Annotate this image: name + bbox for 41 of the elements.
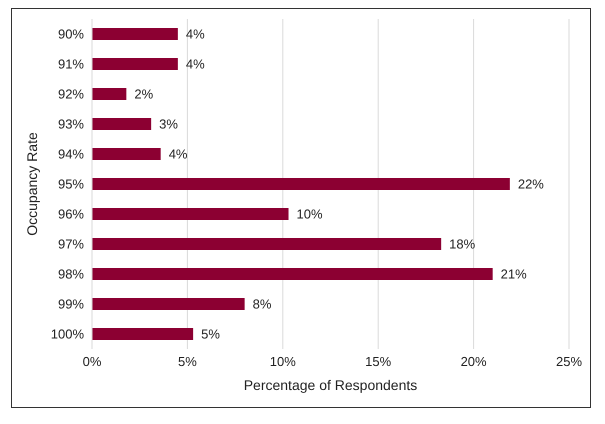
data-label: 3% xyxy=(159,116,178,132)
y-tick-label: 92% xyxy=(58,86,84,102)
bar xyxy=(92,178,510,190)
y-tick-label: 93% xyxy=(58,116,84,132)
bar xyxy=(92,208,289,220)
data-label: 2% xyxy=(134,86,154,102)
data-label: 4% xyxy=(186,56,206,72)
data-label: 10% xyxy=(296,206,323,222)
data-label: 5% xyxy=(201,326,220,342)
y-tick-label: 97% xyxy=(58,236,84,252)
data-label: 18% xyxy=(449,236,476,252)
x-tick-label: 0% xyxy=(82,354,102,370)
data-label: 22% xyxy=(518,176,544,192)
bar xyxy=(92,148,161,160)
data-label: 8% xyxy=(252,296,272,312)
x-tick-label: 25% xyxy=(556,354,582,370)
bar xyxy=(92,88,126,100)
bar xyxy=(92,118,152,130)
x-tick-label: 10% xyxy=(270,354,296,370)
y-tick-label: 91% xyxy=(58,56,84,72)
y-tick-label: 96% xyxy=(58,206,84,222)
y-axis-title: Occupancy Rate xyxy=(24,132,40,236)
bar xyxy=(92,328,194,340)
x-tick-label: 15% xyxy=(365,354,392,370)
bar xyxy=(92,238,442,250)
data-label: 21% xyxy=(500,266,528,282)
y-tick-label: 90% xyxy=(58,26,84,42)
y-tick-label: 94% xyxy=(58,146,84,162)
data-label: 4% xyxy=(186,26,206,42)
y-tick-label: 100% xyxy=(50,326,84,342)
x-tick-label: 20% xyxy=(460,354,488,370)
bar xyxy=(92,58,178,70)
bar xyxy=(92,298,245,310)
bar xyxy=(92,268,493,280)
y-tick-label: 99% xyxy=(58,296,84,312)
x-tick-label: 5% xyxy=(178,354,198,370)
data-label: 4% xyxy=(168,146,188,162)
x-axis-title: Percentage of Respondents xyxy=(244,377,418,393)
y-tick-label: 98% xyxy=(58,266,84,282)
y-tick-label: 95% xyxy=(58,176,84,192)
bar xyxy=(92,28,178,40)
